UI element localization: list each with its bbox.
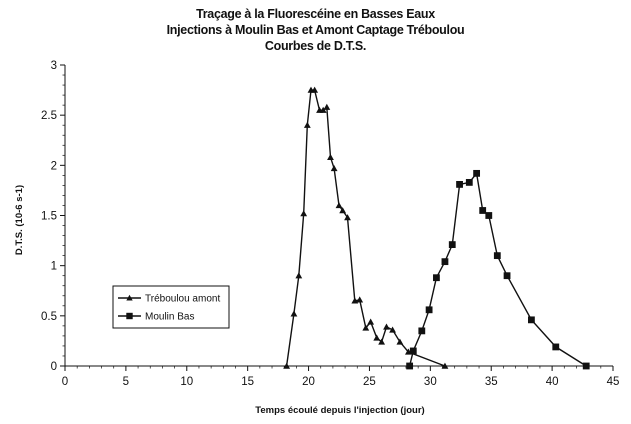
chart-subtitle-2: Courbes de D.T.S. bbox=[264, 39, 367, 53]
triangle-marker bbox=[330, 164, 338, 172]
series-layer bbox=[283, 86, 590, 370]
x-tick-label: 40 bbox=[546, 376, 559, 388]
series-line bbox=[408, 171, 587, 367]
triangle-marker bbox=[378, 338, 386, 345]
square-marker bbox=[126, 312, 133, 320]
square-marker bbox=[433, 274, 440, 282]
x-tick-label: 35 bbox=[485, 376, 498, 388]
square-marker bbox=[552, 343, 560, 351]
triangle-marker bbox=[319, 106, 327, 113]
series-1 bbox=[283, 86, 449, 369]
triangle-marker bbox=[290, 310, 298, 317]
legend-box bbox=[112, 285, 230, 329]
square-marker bbox=[465, 178, 473, 186]
triangle-marker bbox=[303, 121, 311, 128]
triangle-marker bbox=[389, 326, 396, 333]
triangle-marker bbox=[126, 294, 133, 301]
square-marker bbox=[406, 362, 414, 370]
y-axis-label: D.T.S. (10-6 s-1) bbox=[14, 185, 25, 255]
triangle-marker bbox=[362, 324, 370, 331]
square-marker bbox=[441, 258, 449, 266]
x-tick-label: 10 bbox=[180, 376, 193, 388]
square-marker bbox=[418, 327, 426, 335]
y-tick-label: 1.5 bbox=[41, 211, 57, 223]
triangle-marker bbox=[283, 362, 291, 369]
x-tick-label: 25 bbox=[363, 376, 376, 388]
square-marker bbox=[493, 252, 501, 260]
square-marker bbox=[528, 316, 535, 324]
square-marker bbox=[473, 169, 481, 177]
square-marker bbox=[425, 306, 433, 314]
chart-subtitle: Injections à Moulin Bas et Amont Captage… bbox=[166, 23, 465, 37]
x-axis-label: Temps écoulé depuis l'injection (jour) bbox=[255, 405, 424, 416]
legend-label: Moulin Bas bbox=[145, 312, 194, 323]
square-marker bbox=[456, 180, 463, 188]
axes: 0 5 10 15 20 25 30 35 40 45 0 0.5 1 1.5 2 2.5 3 bbox=[41, 60, 619, 388]
x-tick-label: 30 bbox=[424, 376, 437, 388]
x-tick-label: 45 bbox=[607, 376, 620, 388]
y-tick-label: 2 bbox=[51, 160, 57, 172]
square-marker bbox=[448, 241, 456, 248]
triangle-marker bbox=[441, 362, 449, 369]
triangle-marker bbox=[344, 214, 351, 221]
triangle-marker bbox=[383, 323, 390, 330]
square-marker bbox=[582, 362, 590, 370]
legend: Tréboulou amont Moulin Bas bbox=[112, 285, 230, 329]
triangle-marker bbox=[367, 318, 375, 325]
triangle-marker bbox=[323, 103, 331, 110]
x-tick-label: 5 bbox=[123, 376, 129, 388]
triangle-marker bbox=[327, 153, 334, 161]
triangle-marker bbox=[311, 86, 319, 93]
y-tick-label: 3 bbox=[51, 60, 57, 72]
x-tick-label: 20 bbox=[302, 376, 315, 388]
triangle-marker bbox=[339, 207, 347, 214]
y-tick-label: 0 bbox=[51, 361, 57, 373]
triangle-marker bbox=[373, 334, 381, 341]
triangle-marker bbox=[396, 338, 404, 345]
y-tick-label: 1 bbox=[51, 261, 57, 273]
y-tick-label: 0.5 bbox=[41, 311, 57, 323]
triangle-marker bbox=[300, 210, 308, 217]
square-marker bbox=[409, 347, 417, 355]
square-marker bbox=[503, 272, 511, 280]
square-marker bbox=[479, 207, 487, 214]
square-marker bbox=[485, 212, 493, 219]
legend-label: Tréboulou amont bbox=[145, 294, 220, 305]
x-tick-label: 15 bbox=[241, 376, 254, 388]
triangle-marker bbox=[295, 272, 303, 279]
y-tick-label: 2.5 bbox=[41, 110, 57, 122]
triangle-marker bbox=[351, 297, 359, 304]
x-tick-label: 0 bbox=[62, 376, 68, 388]
chart-title: Traçage à la Fluorescéine en Basses Eaux bbox=[196, 7, 435, 21]
series-2 bbox=[406, 169, 590, 370]
triangle-marker bbox=[335, 202, 343, 209]
triangle-marker bbox=[356, 296, 364, 303]
